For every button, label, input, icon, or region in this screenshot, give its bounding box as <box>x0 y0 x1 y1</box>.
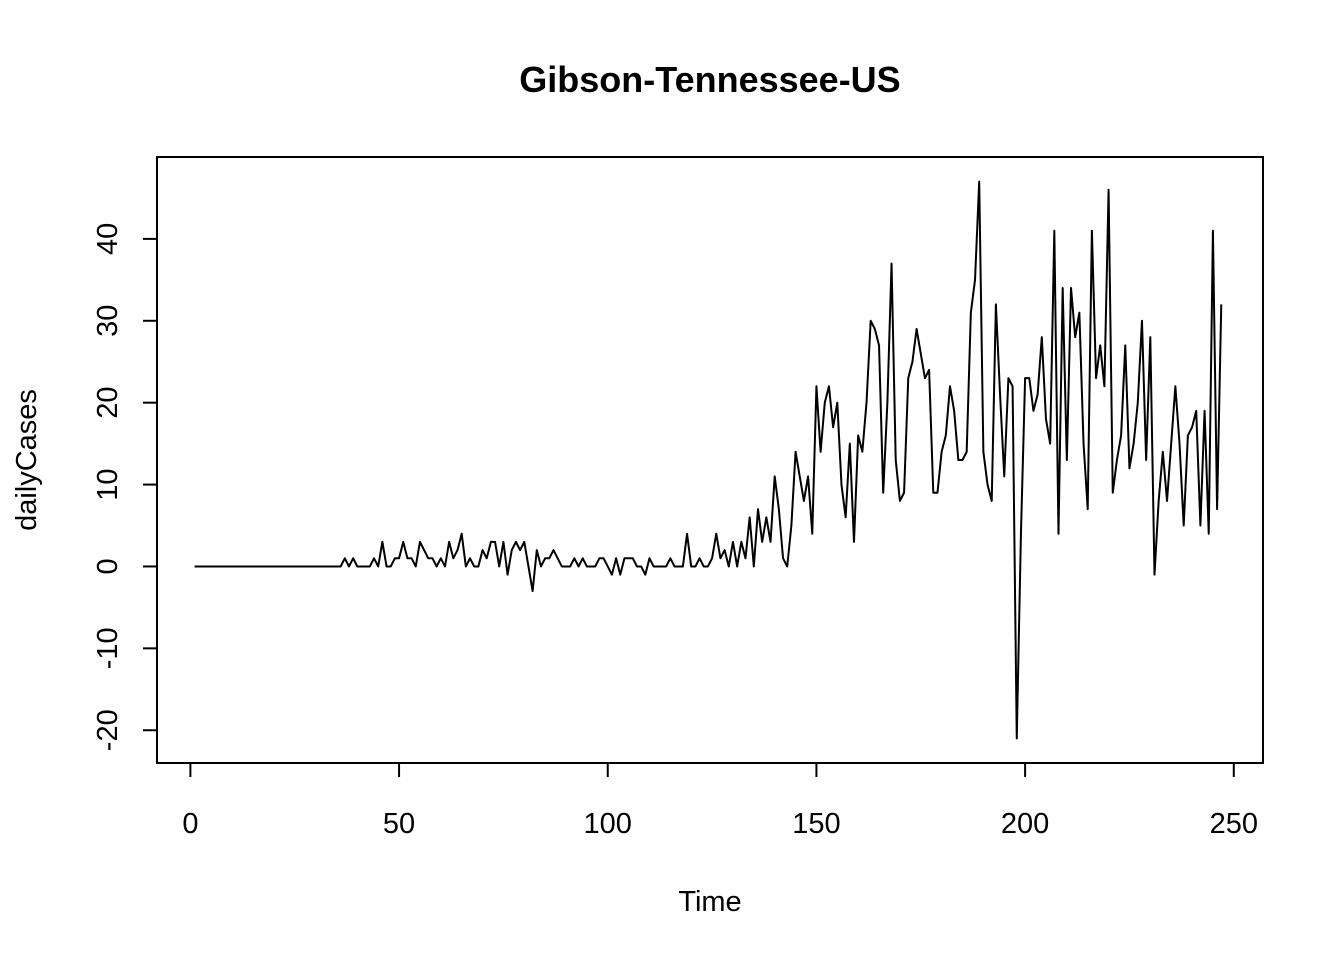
x-axis: 0 50 100 150 200 250 <box>182 762 1258 840</box>
y-axis-label: dailyCases <box>11 389 43 531</box>
y-tick-label: -20 <box>92 709 124 751</box>
y-tick-label: 20 <box>92 387 124 419</box>
x-tick-label: 250 <box>1210 808 1258 840</box>
x-tick-label: 200 <box>1001 808 1049 840</box>
x-tick-label: 0 <box>182 808 198 840</box>
y-axis: -20 -10 0 10 20 30 40 <box>92 223 158 751</box>
x-tick-label: 100 <box>584 808 632 840</box>
x-tick-label: 50 <box>383 808 415 840</box>
x-tick-label: 150 <box>792 808 840 840</box>
y-tick-label: 40 <box>92 223 124 255</box>
chart-title: Gibson-Tennessee-US <box>519 59 900 100</box>
x-axis-label: Time <box>678 886 741 918</box>
y-tick-label: -10 <box>92 627 124 669</box>
plot-frame <box>156 156 1264 764</box>
y-tick-label: 10 <box>92 468 124 500</box>
y-tick-label: 0 <box>92 558 124 574</box>
y-tick-label: 30 <box>92 305 124 337</box>
series-line-daily-cases <box>194 180 1223 740</box>
